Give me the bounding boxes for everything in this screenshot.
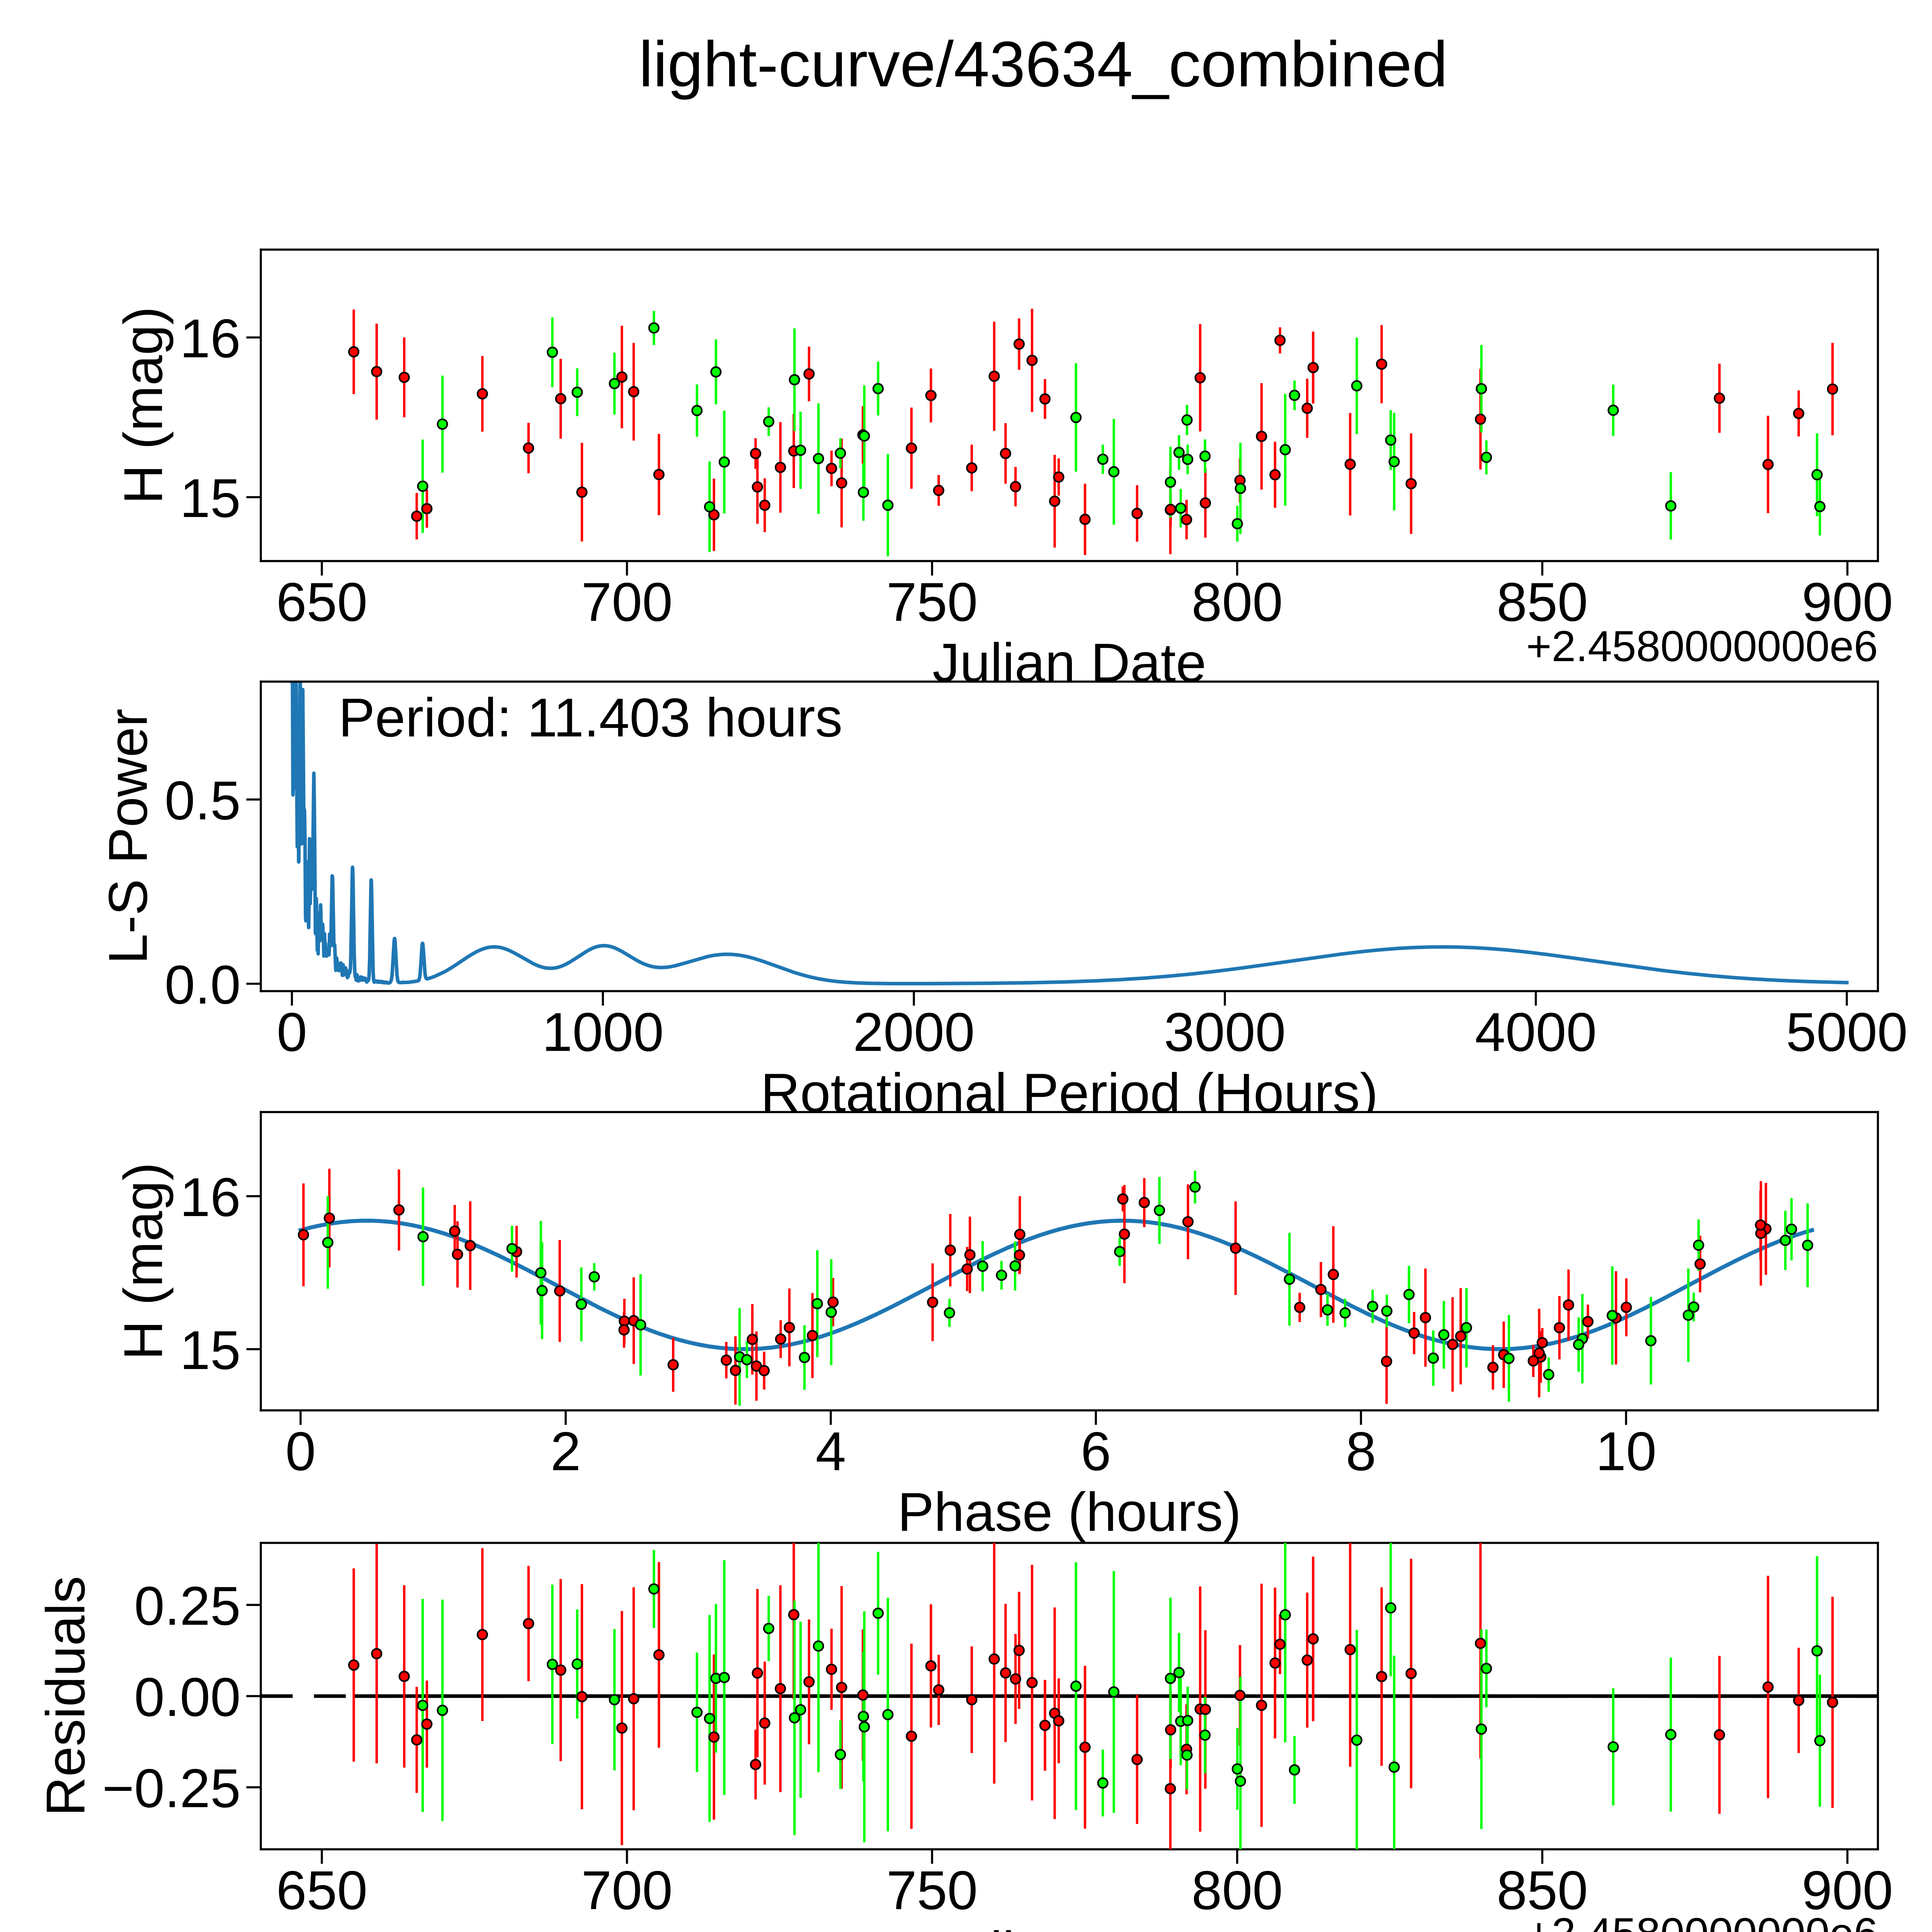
svg-text:800: 800 bbox=[1192, 1860, 1283, 1921]
svg-text:L-S Power: L-S Power bbox=[98, 709, 159, 964]
svg-text:H (mag): H (mag) bbox=[113, 306, 174, 504]
svg-text:Period: 11.403 hours: Period: 11.403 hours bbox=[338, 687, 843, 748]
svg-text:15: 15 bbox=[180, 468, 241, 529]
svg-text:750: 750 bbox=[886, 1860, 978, 1921]
svg-text:16: 16 bbox=[180, 308, 241, 369]
svg-text:2000: 2000 bbox=[853, 1002, 975, 1063]
svg-text:650: 650 bbox=[276, 572, 367, 633]
svg-text:6: 6 bbox=[1081, 1421, 1111, 1482]
svg-text:700: 700 bbox=[581, 572, 672, 633]
svg-text:700: 700 bbox=[581, 1860, 672, 1921]
svg-text:0.25: 0.25 bbox=[134, 1576, 241, 1637]
svg-text:0.00: 0.00 bbox=[134, 1667, 241, 1728]
svg-text:10: 10 bbox=[1595, 1421, 1656, 1482]
svg-text:0.5: 0.5 bbox=[165, 770, 241, 831]
svg-text:0.0: 0.0 bbox=[165, 954, 241, 1015]
svg-text:4: 4 bbox=[816, 1421, 846, 1482]
svg-text:4000: 4000 bbox=[1475, 1002, 1597, 1063]
svg-text:0: 0 bbox=[286, 1421, 316, 1482]
svg-text:+2.4580000000e6: +2.4580000000e6 bbox=[1526, 622, 1878, 670]
svg-text:−0.25: −0.25 bbox=[102, 1758, 240, 1819]
svg-text:Julian Date: Julian Date bbox=[932, 1921, 1206, 1932]
svg-text:16: 16 bbox=[180, 1167, 241, 1228]
svg-text:3000: 3000 bbox=[1164, 1002, 1286, 1063]
svg-text:Residuals: Residuals bbox=[35, 1576, 96, 1816]
svg-text:0: 0 bbox=[277, 1002, 307, 1063]
svg-text:2: 2 bbox=[551, 1421, 581, 1482]
svg-text:800: 800 bbox=[1192, 572, 1283, 633]
svg-text:5000: 5000 bbox=[1786, 1002, 1908, 1063]
svg-text:8: 8 bbox=[1346, 1421, 1376, 1482]
svg-text:+2.4580000000e6: +2.4580000000e6 bbox=[1526, 1909, 1878, 1932]
svg-text:Phase (hours): Phase (hours) bbox=[898, 1482, 1242, 1543]
svg-text:light-curve/43634_combined: light-curve/43634_combined bbox=[639, 28, 1448, 100]
svg-text:15: 15 bbox=[180, 1320, 241, 1381]
svg-text:750: 750 bbox=[886, 572, 978, 633]
svg-text:650: 650 bbox=[276, 1860, 367, 1921]
svg-text:1000: 1000 bbox=[542, 1002, 664, 1063]
svg-text:H (mag): H (mag) bbox=[113, 1162, 174, 1360]
